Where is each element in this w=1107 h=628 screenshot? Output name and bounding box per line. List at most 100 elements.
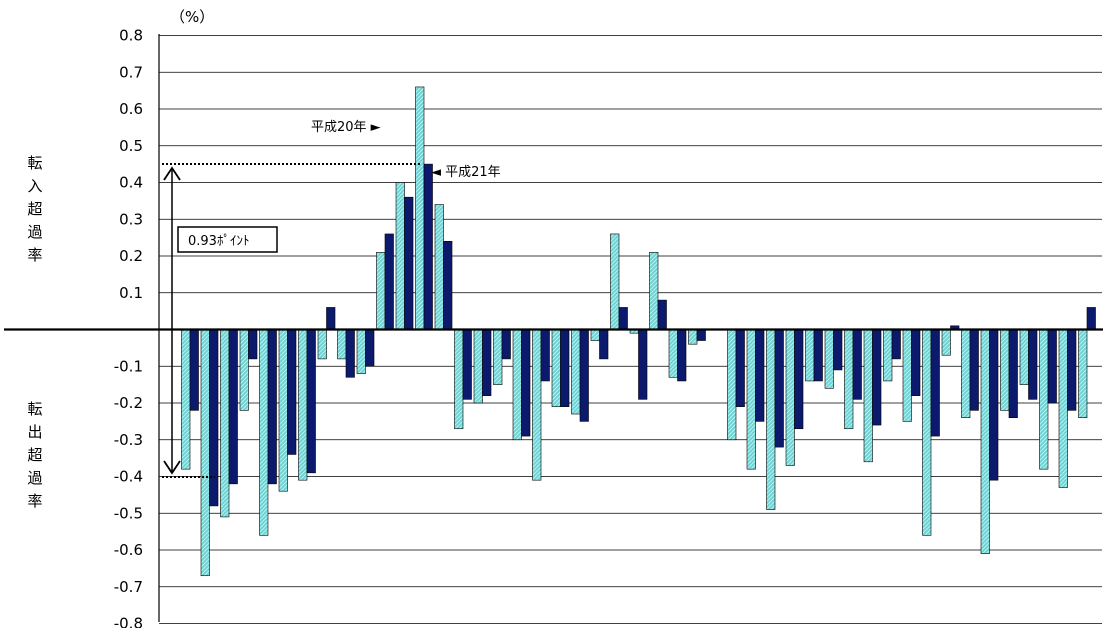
bar-series2 [228,329,238,485]
bar-series2 [930,329,940,437]
bar-series2 [735,329,745,407]
bar-series2 [404,196,414,330]
bar-series1 [356,329,366,374]
bar-series2 [618,307,628,330]
y-tick-label: 0.2 [119,247,143,265]
bar-series1 [298,329,308,481]
bar-series1 [844,329,854,430]
bar-series2 [423,163,433,330]
bar-series2 [891,329,901,360]
bar-series1 [571,329,581,415]
bar-series1 [473,329,483,404]
bar-series2 [540,329,550,382]
bar-series2 [599,329,609,360]
y-tick-label: -0.2 [114,394,143,412]
bar-series1 [512,329,522,441]
gridlines [159,35,1102,624]
bar-series1 [1000,329,1010,411]
bar-series2 [1028,329,1038,400]
bar-series2 [384,233,394,330]
bar-series1 [727,329,737,441]
y-tick-label: -0.6 [114,541,143,559]
bar-series1 [902,329,912,422]
gap-arrow-head-bottom [163,460,181,475]
bar-series1 [610,233,620,330]
bar-series1 [493,329,503,385]
y-tick-label: 0.8 [119,27,143,45]
bar-series2 [306,329,316,474]
bar-series2 [872,329,882,426]
bar-series1 [200,329,210,577]
bar-series1 [941,329,951,356]
bar-series2 [443,241,453,330]
bar-series1 [1058,329,1068,488]
bar-series1 [434,204,444,330]
bar-series1 [415,86,425,330]
bar-series1 [532,329,542,481]
bar-series2 [287,329,297,455]
ylabel-negative: 転出超過率 [27,400,42,510]
bar-series2 [657,299,667,330]
bar-series2 [1047,329,1057,404]
bar-series2 [989,329,999,481]
series1-label: 平成20年 ► [311,120,381,135]
y-tick-label: 0.4 [119,174,143,192]
y-tick-label: -0.7 [114,578,143,596]
bar-series1 [805,329,815,382]
bar-series1 [746,329,756,470]
bar-series1 [220,329,230,518]
bar-series2 [189,329,199,411]
bar-series1 [766,329,776,510]
bar-series1 [785,329,795,466]
bar-series2 [813,329,823,382]
bar-series2 [774,329,784,448]
bar-series1 [376,252,386,330]
bar-series2 [1067,329,1077,411]
gap-label: 0.93ﾎﾟｲﾝﾄ [188,234,249,249]
bar-series1 [688,329,698,345]
bar-series2 [1086,307,1096,330]
y-tick-label: -0.4 [114,468,143,486]
bar-series2 [345,329,355,378]
bar-series2 [579,329,589,422]
bars [181,86,1096,577]
bar-series1 [649,252,659,330]
y-tick-label: -0.3 [114,431,143,449]
bar-series2 [248,329,258,360]
bar-series2 [755,329,765,422]
bar-series2 [560,329,570,407]
y-tick-label: 0.1 [119,284,143,302]
bar-series1 [824,329,834,389]
axes [4,34,1103,622]
bar-series1 [1019,329,1029,385]
bar-series1 [980,329,990,554]
bar-series2 [911,329,921,396]
unit-label: （%） [170,8,214,26]
bar-series2 [794,329,804,430]
y-tick-label: -0.5 [114,504,143,522]
bar-series2 [267,329,277,485]
y-tick-label: 0.6 [119,100,143,118]
bar-series1 [551,329,561,407]
bar-series2 [501,329,511,360]
bar-series1 [239,329,249,411]
bar-series2 [696,329,706,341]
gap-label-box [177,226,278,253]
bar-series2 [521,329,531,437]
bar-series1 [259,329,269,536]
bar-series1 [454,329,464,430]
bar-series2 [365,329,375,367]
bar-series2 [638,329,648,400]
series2-label: ◄ 平成21年 [431,165,501,180]
bar-series1 [590,329,600,341]
bar-series2 [462,329,472,400]
y-tick-labels: 0.8 0.7 0.6 0.5 0.4 0.3 0.2 0.1 -0.1 -0.2 -0.3 -0.4… [114,27,143,628]
bar-series2 [969,329,979,411]
gap-arrow-head-top [163,166,181,181]
gap-annotation: 0.93ﾎﾟｲﾝﾄ [162,163,420,478]
ylabel-positive: 転入超過率 [27,154,42,264]
bar-series2 [852,329,862,400]
y-tick-label: 0.5 [119,137,143,155]
bar-series1 [337,329,347,360]
